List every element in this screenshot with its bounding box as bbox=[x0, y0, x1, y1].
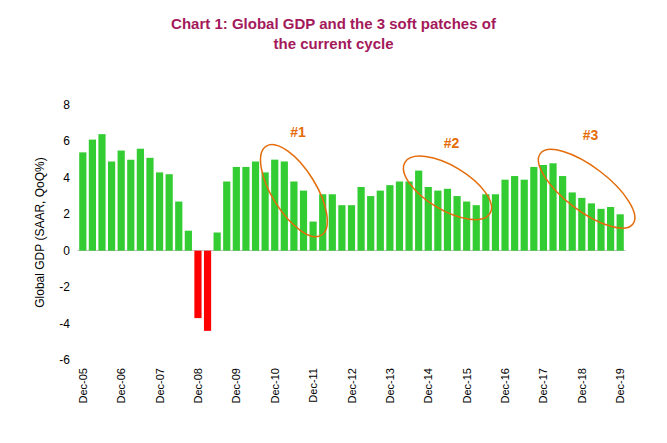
svg-text:Dec-13: Dec-13 bbox=[384, 368, 396, 403]
svg-text:0: 0 bbox=[63, 244, 70, 258]
svg-text:Dec-06: Dec-06 bbox=[115, 368, 127, 403]
svg-text:-2: -2 bbox=[59, 280, 70, 294]
svg-text:Dec-17: Dec-17 bbox=[537, 368, 549, 403]
svg-text:Dec-19: Dec-19 bbox=[614, 368, 626, 403]
svg-text:#2: #2 bbox=[444, 135, 460, 151]
svg-text:Dec-16: Dec-16 bbox=[499, 368, 511, 403]
svg-text:Dec-14: Dec-14 bbox=[422, 368, 434, 403]
svg-text:Dec-12: Dec-12 bbox=[346, 368, 358, 403]
svg-text:Dec-11: Dec-11 bbox=[307, 368, 319, 403]
svg-text:the current cycle: the current cycle bbox=[273, 35, 393, 52]
svg-text:4: 4 bbox=[63, 171, 70, 185]
svg-text:-4: -4 bbox=[59, 317, 70, 331]
svg-text:Chart 1: Global GDP and the 3: Chart 1: Global GDP and the 3 soft patch… bbox=[171, 15, 497, 32]
svg-text:Dec-05: Dec-05 bbox=[77, 368, 89, 403]
svg-text:Dec-15: Dec-15 bbox=[461, 368, 473, 403]
svg-text:Dec-08: Dec-08 bbox=[192, 368, 204, 403]
svg-text:-6: -6 bbox=[59, 353, 70, 367]
svg-text:Dec-18: Dec-18 bbox=[576, 368, 588, 403]
svg-text:6: 6 bbox=[63, 134, 70, 148]
svg-text:Global GDP (SAAR, QoQ%): Global GDP (SAAR, QoQ%) bbox=[33, 157, 47, 308]
svg-text:Dec-10: Dec-10 bbox=[269, 368, 281, 403]
svg-text:#1: #1 bbox=[290, 124, 306, 140]
svg-text:Dec-07: Dec-07 bbox=[154, 368, 166, 403]
svg-text:8: 8 bbox=[63, 98, 70, 112]
svg-text:Dec-09: Dec-09 bbox=[230, 368, 242, 403]
svg-text:2: 2 bbox=[63, 207, 70, 221]
svg-text:#3: #3 bbox=[583, 127, 599, 143]
